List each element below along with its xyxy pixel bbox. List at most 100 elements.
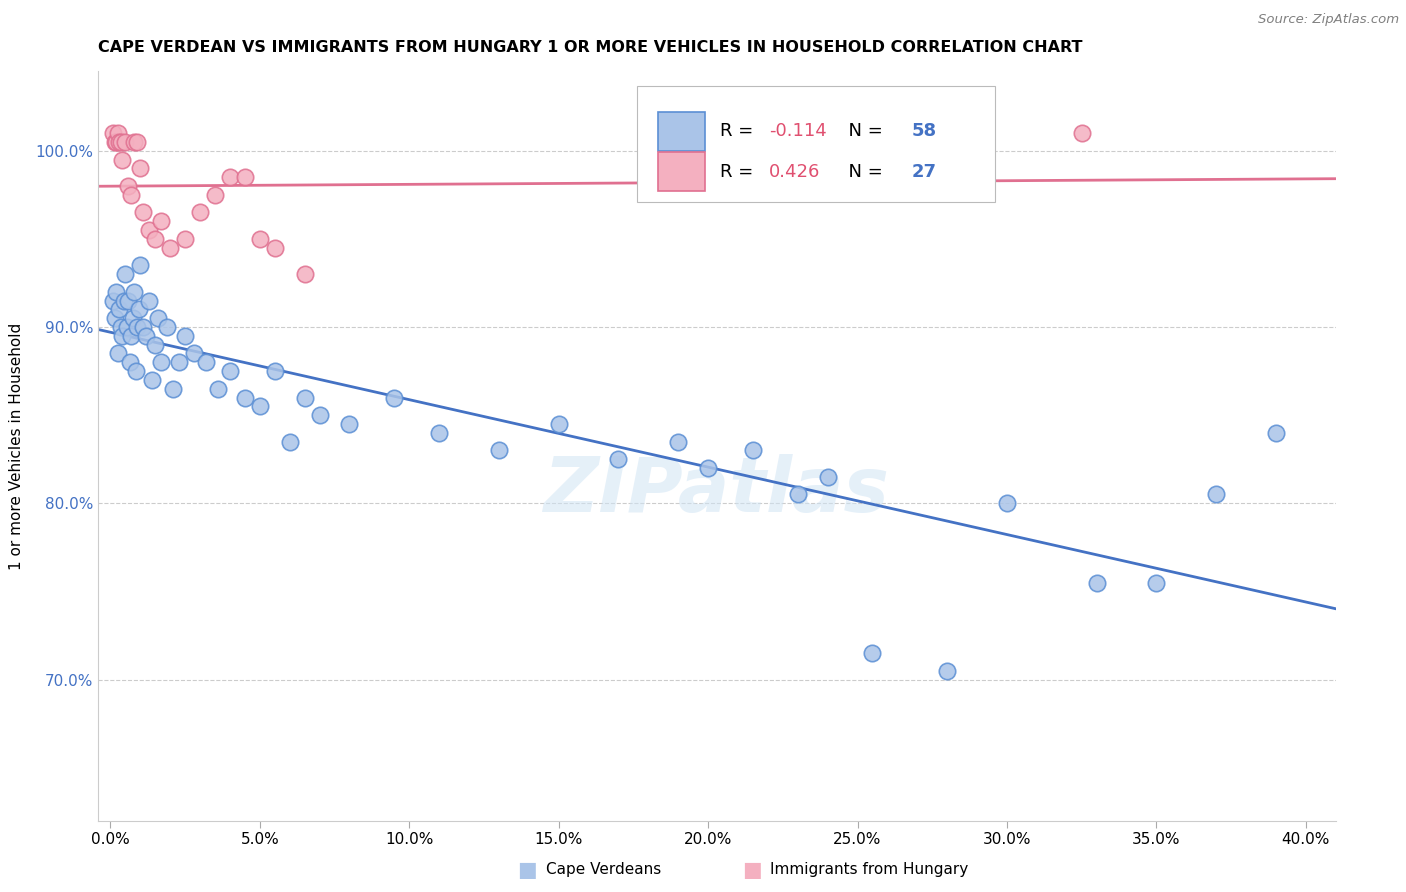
Text: ■: ■ [517,860,537,880]
Point [150,214,173,228]
Point [143,337,166,351]
Point [107,126,129,140]
Text: ■: ■ [742,860,762,880]
Point [135,328,157,343]
Point [786,487,808,501]
Point [138,223,160,237]
FancyBboxPatch shape [658,112,704,151]
Text: -0.114: -0.114 [769,122,827,140]
Point [108,302,131,317]
Point [129,161,152,176]
Point [110,320,132,334]
Point [339,417,361,431]
Point [195,355,218,369]
Point [124,135,146,149]
Text: Source: ZipAtlas.com: Source: ZipAtlas.com [1258,13,1399,27]
Point [174,232,197,246]
Text: 58: 58 [911,122,936,140]
Point [817,470,839,484]
Point [233,170,256,185]
Point [117,293,139,308]
Point [382,391,405,405]
Point [547,417,569,431]
Point [107,346,129,360]
Point [127,320,149,334]
Point [156,320,179,334]
Point [697,461,720,475]
Point [167,355,190,369]
Text: R =: R = [720,122,758,140]
Point [148,311,170,326]
Point [263,364,285,378]
Text: 27: 27 [911,162,936,180]
Point [488,443,510,458]
Point [127,135,149,149]
Point [104,135,127,149]
Point [138,293,160,308]
Point [103,293,125,308]
Point [233,391,256,405]
Point [111,328,134,343]
Point [204,187,226,202]
Point [1205,487,1227,501]
Point [427,425,450,440]
Point [103,126,125,140]
Text: Cape Verdeans: Cape Verdeans [546,863,661,877]
Point [125,364,148,378]
Point [263,241,285,255]
Text: N =: N = [837,162,889,180]
Text: R =: R = [720,162,758,180]
Point [104,311,127,326]
Point [118,355,141,369]
Point [308,408,330,422]
FancyBboxPatch shape [658,153,704,191]
Point [111,153,134,167]
Point [128,302,150,317]
Point [666,434,689,449]
Point [183,346,205,360]
Point [114,135,136,149]
Point [117,178,139,193]
Point [105,285,128,299]
Point [141,373,163,387]
Point [207,382,229,396]
Point [995,496,1018,510]
Point [115,320,138,334]
Text: N =: N = [837,122,889,140]
Point [114,267,136,281]
Point [1085,575,1108,590]
Point [129,258,152,272]
Point [1264,425,1286,440]
Point [121,311,143,326]
Point [249,232,271,246]
Point [108,135,131,149]
Point [278,434,301,449]
Point [1144,575,1167,590]
Point [219,170,242,185]
Point [159,241,181,255]
Point [219,364,242,378]
Point [112,293,135,308]
Point [150,355,173,369]
Point [143,232,166,246]
Point [174,328,197,343]
Point [188,205,211,219]
Point [1070,126,1092,140]
Point [120,187,142,202]
Point [105,135,128,149]
Point [110,135,132,149]
FancyBboxPatch shape [637,87,995,202]
Point [742,443,765,458]
Text: CAPE VERDEAN VS IMMIGRANTS FROM HUNGARY 1 OR MORE VEHICLES IN HOUSEHOLD CORRELAT: CAPE VERDEAN VS IMMIGRANTS FROM HUNGARY … [98,40,1083,55]
Text: Immigrants from Hungary: Immigrants from Hungary [770,863,969,877]
Point [862,646,884,660]
Point [294,391,316,405]
Point [120,328,142,343]
Point [294,267,316,281]
Point [124,285,146,299]
Text: 0.426: 0.426 [769,162,820,180]
Text: ZIPatlas: ZIPatlas [544,454,890,528]
Point [132,320,155,334]
Point [607,452,630,467]
Point [132,205,155,219]
